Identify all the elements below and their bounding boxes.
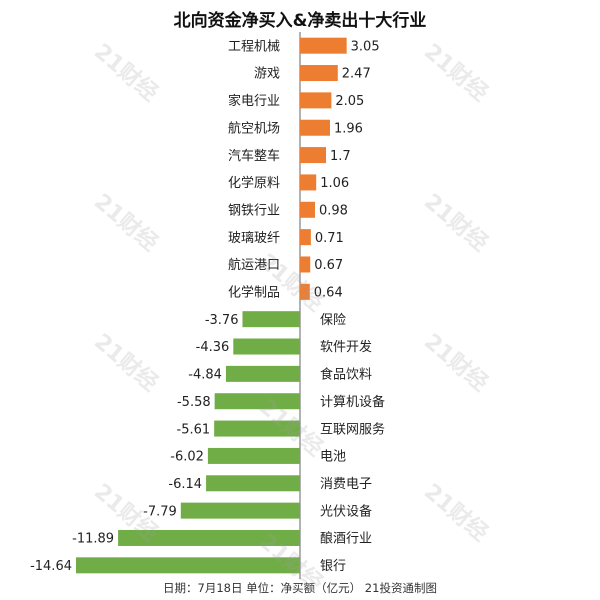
bar — [300, 119, 330, 136]
category-label: 化学原料 — [228, 175, 280, 191]
category-label: 游戏 — [254, 67, 280, 82]
data-label: -6.02 — [170, 450, 204, 465]
bar — [300, 92, 332, 109]
category-label: 消费电子 — [320, 477, 372, 492]
data-label: -6.14 — [168, 477, 202, 492]
category-label: 酿酒行业 — [320, 531, 372, 547]
category-label: 软件开发 — [320, 339, 372, 355]
data-label: 1.06 — [320, 176, 349, 191]
bar — [242, 311, 300, 328]
chart-title: 北向资金净买入&净卖出十大行业 — [173, 11, 427, 31]
category-label: 银行 — [320, 559, 346, 574]
bar — [300, 37, 347, 54]
category-label: 计算机设备 — [320, 394, 385, 410]
bar — [300, 147, 327, 164]
category-label: 电池 — [320, 450, 346, 465]
data-label: 1.96 — [334, 121, 363, 136]
data-label: -7.79 — [143, 504, 177, 519]
data-label: -5.58 — [177, 395, 211, 410]
bar — [118, 529, 300, 546]
data-label: 0.98 — [319, 203, 348, 218]
bar — [233, 338, 300, 355]
bar — [300, 256, 311, 273]
category-label: 互联网服务 — [320, 421, 385, 437]
category-label: 航运港口 — [228, 257, 280, 273]
category-label: 玻璃玻纤 — [228, 231, 280, 246]
data-label: -5.61 — [177, 422, 211, 437]
bar — [300, 201, 315, 218]
data-label: -3.76 — [205, 313, 239, 328]
data-label: 3.05 — [351, 39, 380, 54]
bar — [206, 475, 300, 492]
bar — [300, 283, 310, 300]
bar — [207, 447, 300, 464]
category-label: 工程机械 — [228, 39, 280, 54]
category-label: 钢铁行业 — [228, 203, 280, 218]
data-label: 0.67 — [314, 258, 343, 273]
category-label: 保险 — [320, 313, 346, 328]
chart-footer-note: 日期：7月18日 单位：净买额（亿元） 21投资通制图 — [163, 581, 437, 595]
data-label: -4.36 — [196, 340, 230, 355]
data-label: 1.7 — [330, 149, 351, 164]
data-label: -4.84 — [188, 368, 222, 383]
bar — [76, 557, 301, 574]
category-label: 航空机场 — [228, 120, 280, 136]
bar — [180, 502, 300, 519]
bar — [300, 229, 311, 246]
category-label: 家电行业 — [228, 93, 280, 109]
bar — [300, 65, 338, 82]
bar — [214, 420, 300, 437]
data-label: -14.64 — [30, 559, 72, 574]
data-label: 0.71 — [315, 231, 344, 246]
category-label: 汽车整车 — [228, 148, 280, 164]
data-label: -11.89 — [72, 532, 114, 547]
category-label: 食品饮料 — [320, 367, 372, 383]
data-label: 0.64 — [314, 286, 343, 301]
data-label: 2.47 — [342, 67, 371, 82]
bar — [300, 174, 317, 191]
bar — [214, 393, 300, 410]
data-label: 2.05 — [335, 94, 364, 109]
bar — [225, 365, 300, 382]
category-label: 化学制品 — [228, 285, 280, 301]
category-label: 光伏设备 — [320, 503, 372, 519]
